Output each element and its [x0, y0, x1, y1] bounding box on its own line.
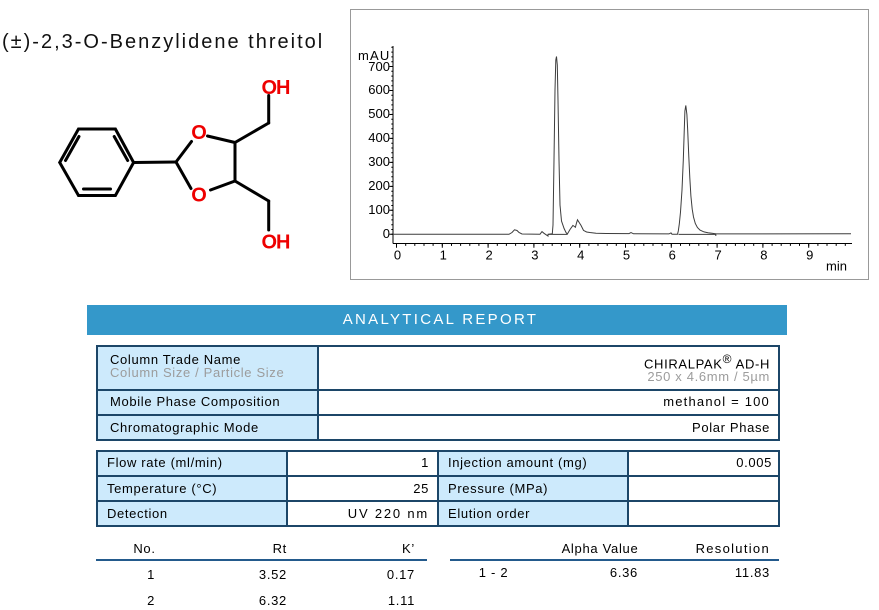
svg-text:400: 400: [368, 130, 390, 145]
svg-text:100: 100: [368, 202, 390, 217]
svg-text:500: 500: [368, 106, 390, 121]
svg-text:OH: OH: [262, 77, 291, 99]
svg-text:1: 1: [440, 248, 447, 263]
svg-text:0: 0: [394, 248, 401, 263]
svg-text:2: 2: [485, 248, 492, 263]
svg-text:3: 3: [531, 248, 538, 263]
svg-text:0: 0: [383, 226, 390, 241]
svg-text:7: 7: [714, 248, 721, 263]
svg-text:8: 8: [760, 248, 767, 263]
svg-text:O: O: [191, 122, 207, 144]
svg-text:9: 9: [806, 248, 813, 263]
svg-text:OH: OH: [262, 232, 291, 254]
svg-text:6: 6: [669, 248, 676, 263]
svg-text:O: O: [191, 185, 207, 207]
svg-text:4: 4: [577, 248, 584, 263]
svg-text:700: 700: [368, 59, 390, 74]
svg-text:200: 200: [368, 178, 390, 193]
svg-text:min: min: [826, 259, 847, 274]
svg-text:mAU: mAU: [358, 48, 391, 63]
svg-text:5: 5: [623, 248, 630, 263]
svg-text:300: 300: [368, 154, 390, 169]
svg-text:600: 600: [368, 82, 390, 97]
